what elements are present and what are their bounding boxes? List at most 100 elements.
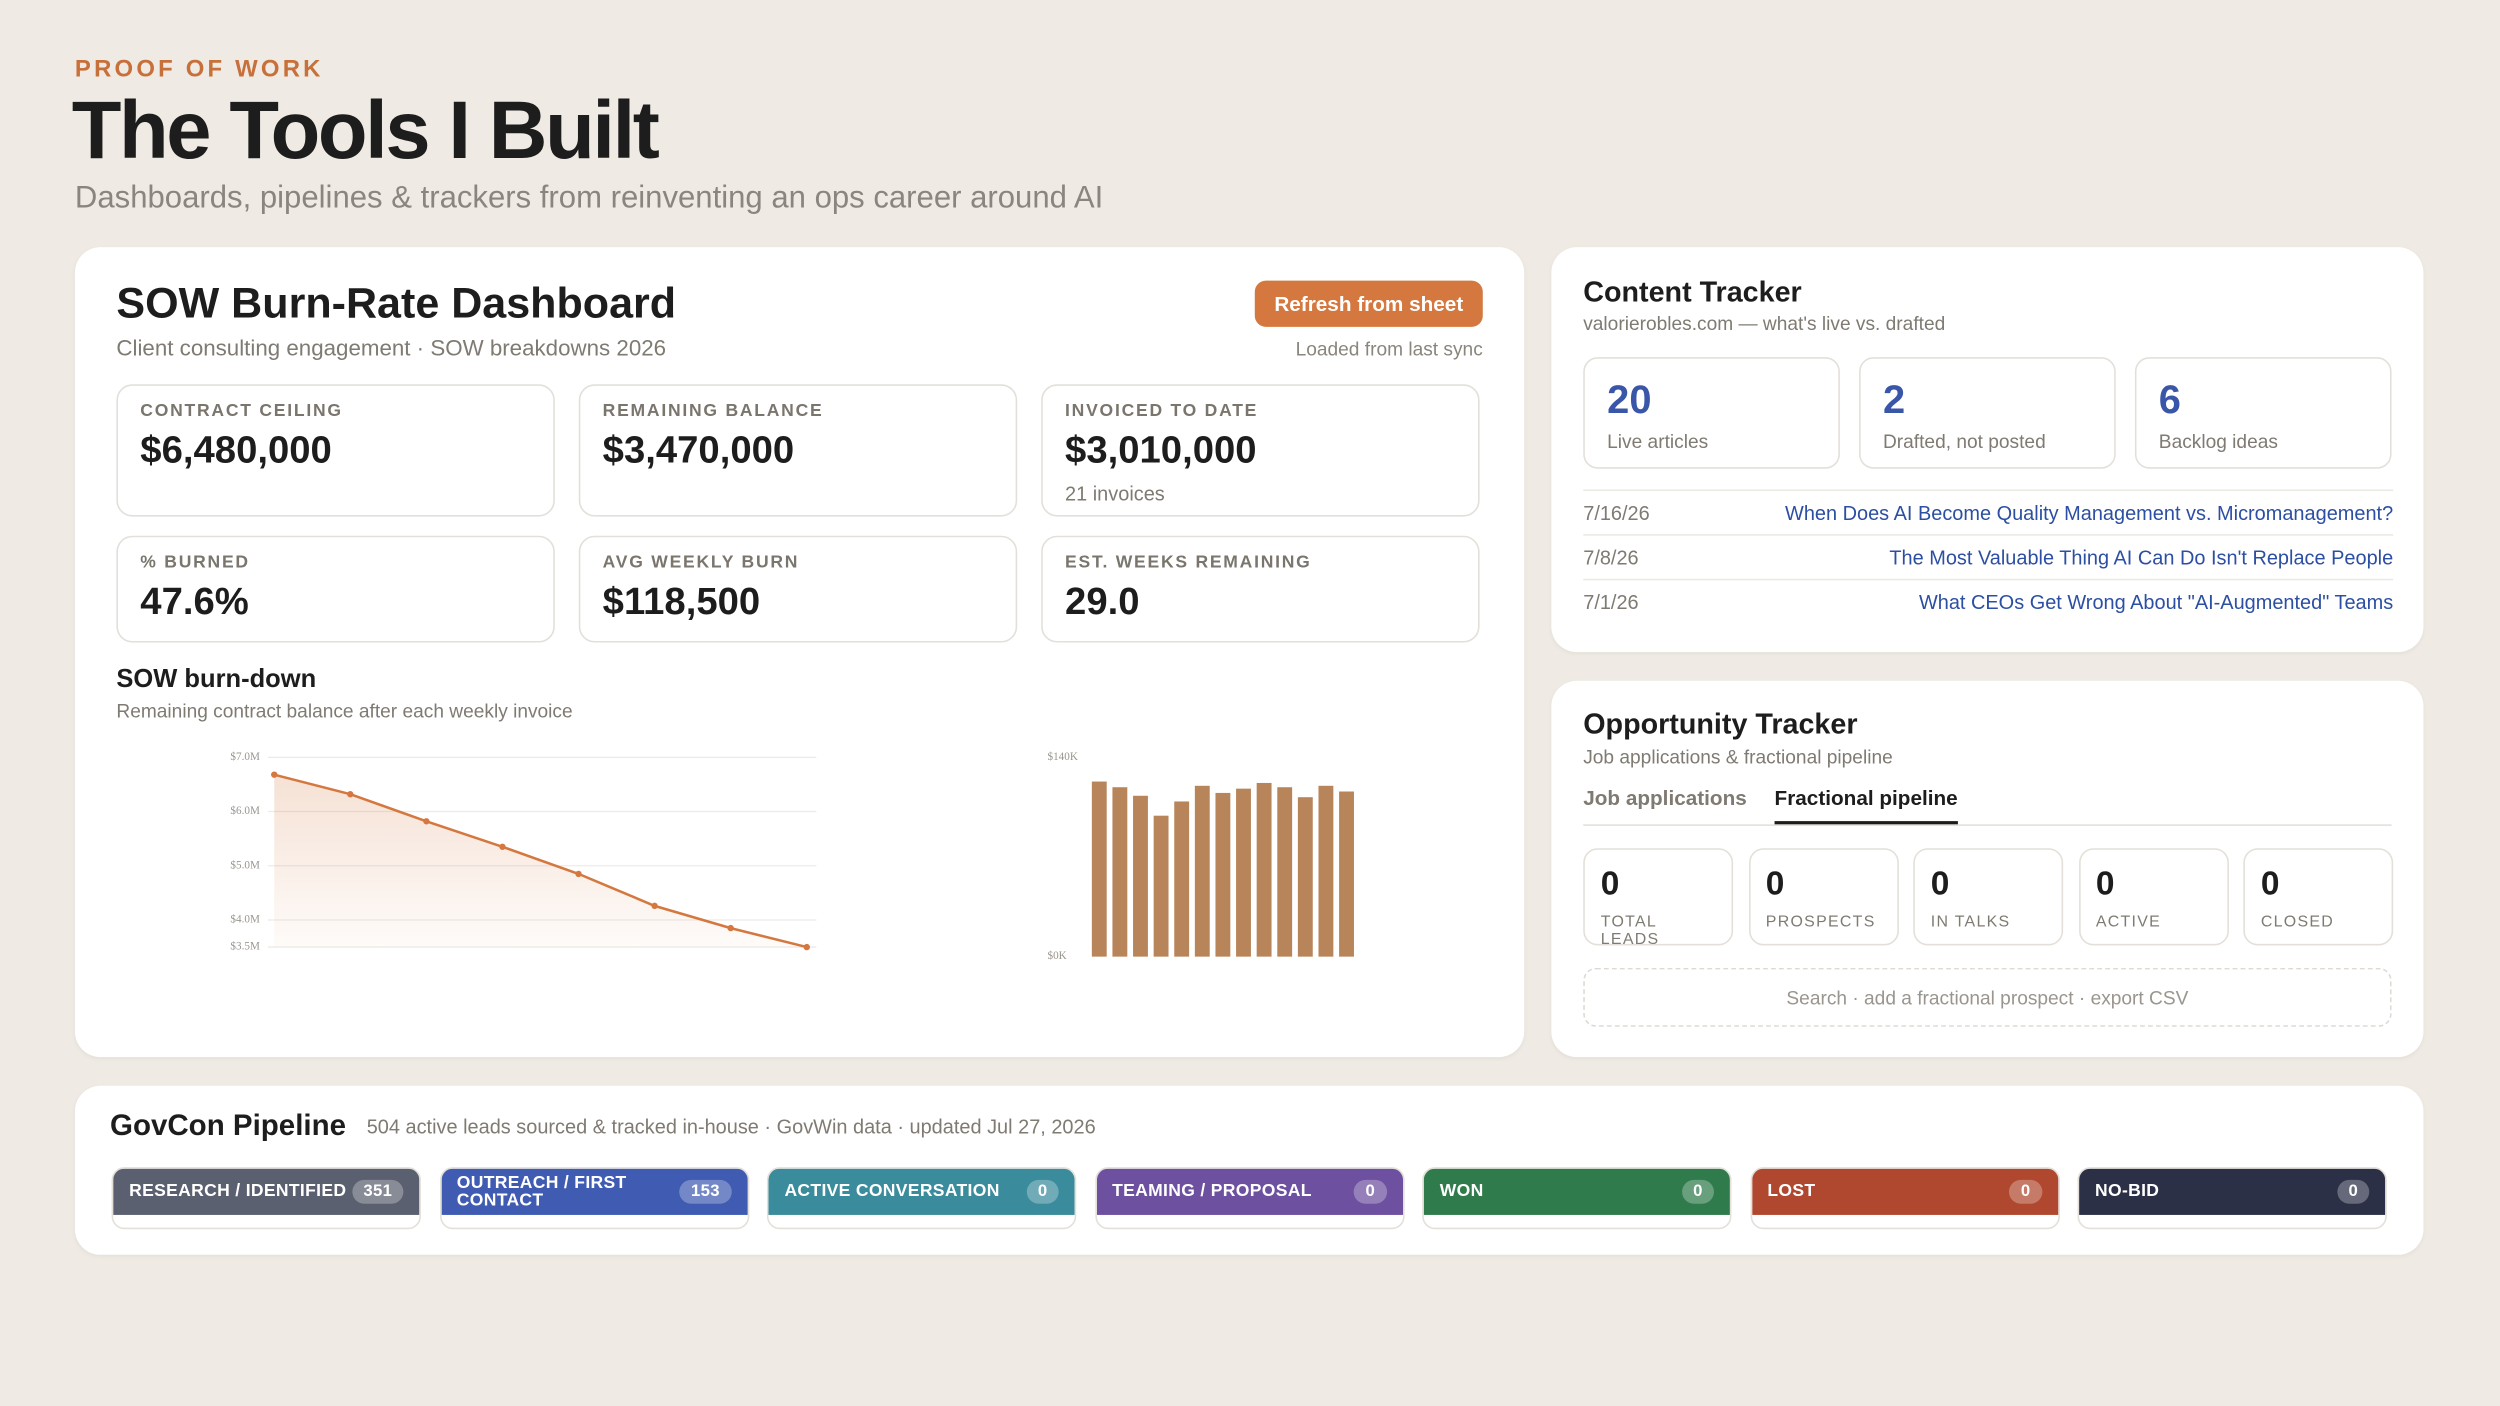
- column-name: NO-BID: [2095, 1181, 2160, 1201]
- column-header: LOST 0: [1751, 1168, 2058, 1215]
- column-header: TEAMING / PROPOSAL 0: [1096, 1168, 1403, 1215]
- article-row: 7/8/26 The Most Valuable Thing AI Can Do …: [1583, 534, 2394, 580]
- column-header: WON 0: [1423, 1168, 1730, 1215]
- stat-card: 6 Backlog ideas: [2134, 357, 2392, 469]
- kpi-label: EST. WEEKS REMAINING: [1065, 553, 1312, 573]
- stat-label: PROSPECTS: [1765, 913, 1876, 932]
- stat-card: 2 Drafted, not posted: [1859, 357, 2116, 469]
- article-link[interactable]: The Most Valuable Thing AI Can Do Isn't …: [1889, 546, 2394, 570]
- card-title: Content Tracker: [1583, 275, 1802, 308]
- y-tick-label: $7.0M: [230, 751, 260, 763]
- kpi-card: AVG WEEKLY BURN $118,500: [578, 535, 1018, 643]
- stat-label: CLOSED: [2260, 913, 2335, 932]
- tab-rule: [1583, 824, 2392, 826]
- y-tick-label: $6.0M: [230, 805, 260, 817]
- column-name: TEAMING / PROPOSAL: [1112, 1181, 1312, 1201]
- kpi-label: % BURNED: [140, 553, 250, 573]
- article-link[interactable]: When Does AI Become Quality Management v…: [1785, 502, 2394, 525]
- stat-label: ACTIVE: [2095, 913, 2162, 932]
- refresh-button[interactable]: Refresh from sheet: [1254, 280, 1483, 327]
- article-link[interactable]: What CEOs Get Wrong About "AI-Augmented"…: [1918, 591, 2394, 614]
- line: [273, 773, 808, 949]
- card-title: SOW Burn-Rate Dashboard: [116, 279, 677, 327]
- y-tick-label: $3.5M: [230, 941, 260, 953]
- point: [575, 870, 582, 878]
- kpi-value: $3,010,000: [1065, 428, 1257, 472]
- column-header: RESEARCH / IDENTIFIED 351: [113, 1168, 420, 1215]
- bar: [1318, 785, 1334, 957]
- bar: [1236, 788, 1251, 957]
- bar: [1215, 792, 1231, 957]
- kpi-value: $6,480,000: [140, 428, 332, 472]
- stat-card: 0 TOTAL LEADS: [1583, 848, 1734, 949]
- column-name: ACTIVE CONVERSATION: [784, 1181, 1000, 1201]
- kpi-label: AVG WEEKLY BURN: [602, 553, 800, 573]
- kpi-value: $118,500: [602, 580, 761, 624]
- card-subtitle: Job applications & fractional pipeline: [1583, 746, 1893, 769]
- stat-card: 0 ACTIVE: [2078, 848, 2229, 946]
- stat-label: Backlog ideas: [2158, 430, 2278, 453]
- chart-title: SOW burn-down: [116, 666, 317, 694]
- bar: [1194, 785, 1210, 957]
- tab[interactable]: Job applications: [1583, 786, 1747, 810]
- article-date: 7/8/26: [1583, 546, 1639, 570]
- stat-value: 6: [2158, 377, 2181, 423]
- column-count: 0: [2337, 1179, 2370, 1204]
- pipeline-column: ACTIVE CONVERSATION 0: [766, 1167, 1077, 1230]
- y-tick-label: $5.0M: [230, 859, 260, 871]
- tab-active[interactable]: Fractional pipeline: [1774, 786, 1958, 825]
- stat-value: 0: [2095, 865, 2115, 903]
- pipeline-column: TEAMING / PROPOSAL 0: [1094, 1167, 1404, 1230]
- stat-value: 0: [1765, 865, 1785, 903]
- bar: [1277, 787, 1293, 957]
- content-card: Content Tracker valorierobles.com — what…: [1551, 247, 2424, 653]
- pipeline-column: NO-BID 0: [2077, 1167, 2387, 1230]
- column-count: 0: [1354, 1179, 1387, 1204]
- column-count: 351: [352, 1179, 404, 1204]
- column-name: WON: [1439, 1181, 1484, 1201]
- govcon-card: GovCon Pipeline 504 active leads sourced…: [74, 1085, 2424, 1255]
- card-title: Opportunity Tracker: [1583, 707, 1858, 740]
- pipeline-column: WON 0: [1422, 1167, 1732, 1230]
- kpi-value: 29.0: [1065, 580, 1140, 624]
- column-header: OUTREACH / FIRST CONTACT 153: [440, 1168, 747, 1215]
- point: [271, 771, 278, 778]
- chart-subtitle: Remaining contract balance after each we…: [116, 699, 573, 723]
- stat-value: 0: [2260, 865, 2280, 903]
- kpi-label: REMAINING BALANCE: [602, 401, 824, 421]
- stat-value: 2: [1882, 377, 1906, 423]
- sync-note: Loaded from last sync: [1295, 338, 1483, 361]
- y-tick-label: $4.0M: [230, 914, 260, 926]
- column-count: 0: [1026, 1179, 1059, 1204]
- point: [651, 902, 658, 910]
- article-date: 7/1/26: [1583, 591, 1639, 614]
- stat-value: 0: [1930, 865, 1950, 903]
- point: [727, 924, 734, 932]
- article-row: 7/16/26 When Does AI Become Quality Manag…: [1583, 489, 2394, 535]
- kpi-label: INVOICED TO DATE: [1065, 401, 1259, 421]
- kpi-value: $3,470,000: [602, 428, 795, 472]
- card-title: GovCon Pipeline: [110, 1108, 347, 1142]
- stat-label: IN TALKS: [1930, 913, 2011, 932]
- stat-value: 0: [1600, 865, 1620, 903]
- column-name: OUTREACH / FIRST CONTACT: [456, 1172, 627, 1210]
- column-name: LOST: [1767, 1181, 1816, 1201]
- point: [803, 943, 810, 951]
- stat-label: TOTAL LEADS: [1600, 913, 1660, 949]
- bar: [1153, 815, 1169, 957]
- kpi-note: 21 invoices: [1065, 483, 1165, 506]
- page-title: The Tools I Built: [71, 84, 660, 176]
- stat-card: 0 CLOSED: [2243, 848, 2394, 946]
- article-row: 7/1/26 What CEOs Get Wrong About "AI-Augm…: [1583, 578, 2394, 625]
- kpi-value: 47.6%: [140, 580, 249, 624]
- stat-label: Drafted, not posted: [1882, 430, 2046, 453]
- page-subtitle: Dashboards, pipelines & trackers from re…: [74, 180, 1104, 216]
- column-header: ACTIVE CONVERSATION 0: [768, 1168, 1075, 1215]
- kpi-card: INVOICED TO DATE $3,010,000 21 invoices: [1041, 384, 1480, 517]
- search-box[interactable]: Search · add a fractional prospect · exp…: [1583, 967, 2392, 1027]
- column-count: 0: [2009, 1179, 2042, 1204]
- point: [499, 843, 506, 850]
